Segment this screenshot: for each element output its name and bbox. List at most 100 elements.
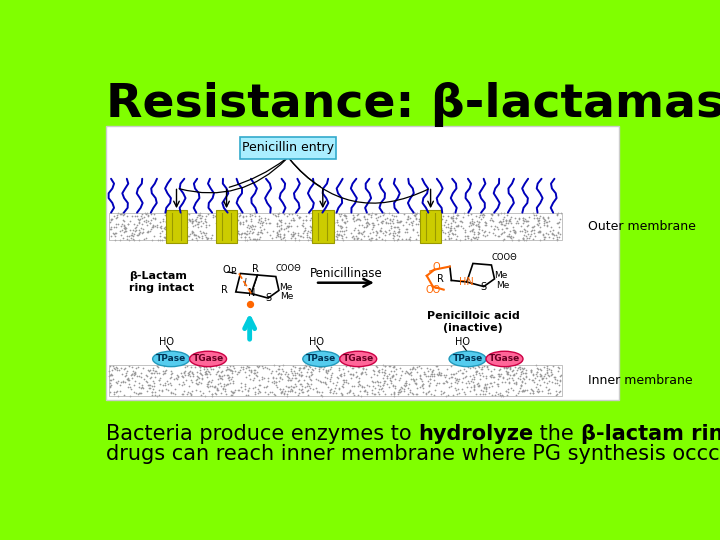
Point: [154, 380, 166, 388]
Point: [366, 233, 378, 242]
Point: [406, 371, 418, 380]
Point: [505, 384, 516, 393]
Point: [493, 372, 505, 380]
Point: [467, 370, 479, 379]
Point: [165, 215, 176, 224]
Point: [191, 379, 202, 388]
Point: [250, 222, 261, 231]
Point: [452, 384, 464, 393]
Point: [274, 377, 285, 386]
Point: [195, 391, 207, 400]
Point: [553, 363, 564, 372]
Point: [479, 227, 490, 235]
Point: [110, 214, 122, 222]
Point: [133, 235, 145, 244]
Point: [152, 235, 163, 244]
Point: [253, 362, 265, 370]
Point: [146, 382, 158, 391]
Point: [379, 361, 391, 370]
Point: [213, 363, 225, 372]
Point: [336, 227, 348, 236]
Bar: [109, 213, 562, 240]
Point: [183, 210, 194, 219]
Point: [505, 234, 517, 242]
Point: [536, 375, 548, 383]
Point: [414, 370, 426, 379]
Point: [293, 236, 305, 245]
Point: [450, 214, 462, 222]
Point: [108, 388, 120, 397]
Point: [178, 389, 189, 398]
Point: [109, 365, 120, 374]
Point: [405, 236, 416, 245]
Point: [145, 381, 156, 389]
Point: [464, 218, 475, 226]
Point: [130, 223, 141, 232]
Point: [303, 362, 315, 371]
Point: [325, 363, 337, 372]
Point: [107, 371, 118, 380]
Point: [218, 370, 230, 379]
Point: [516, 387, 528, 395]
Point: [438, 228, 449, 237]
Point: [149, 388, 161, 397]
Point: [333, 229, 344, 238]
Point: [325, 374, 336, 383]
Point: [253, 216, 265, 225]
Point: [229, 367, 240, 375]
Point: [531, 372, 543, 381]
Point: [369, 389, 380, 398]
Point: [410, 214, 422, 223]
Point: [464, 387, 476, 395]
Point: [253, 389, 264, 397]
Point: [482, 363, 493, 372]
Point: [428, 376, 440, 384]
Point: [495, 218, 506, 226]
Point: [274, 226, 285, 235]
Point: [534, 228, 545, 237]
Point: [422, 372, 433, 381]
Point: [272, 212, 284, 220]
Point: [154, 218, 166, 226]
Point: [351, 372, 363, 381]
Point: [297, 388, 309, 396]
Point: [189, 363, 201, 372]
Point: [339, 219, 351, 227]
Point: [492, 390, 504, 399]
Point: [343, 370, 355, 379]
Point: [285, 367, 297, 376]
Point: [199, 217, 211, 226]
Point: [243, 366, 255, 375]
Point: [393, 218, 405, 227]
Point: [470, 232, 482, 241]
Point: [204, 378, 216, 387]
Point: [156, 235, 168, 244]
Point: [224, 373, 235, 381]
Point: [141, 371, 153, 380]
Point: [549, 373, 561, 382]
Point: [460, 361, 472, 369]
Point: [274, 226, 285, 234]
Point: [384, 377, 396, 386]
Point: [160, 218, 171, 227]
Point: [428, 226, 439, 234]
Point: [173, 228, 184, 237]
Point: [276, 224, 287, 233]
Point: [472, 228, 484, 237]
Point: [234, 211, 246, 219]
Point: [156, 386, 168, 395]
Point: [314, 215, 325, 224]
Point: [213, 372, 225, 380]
Point: [264, 388, 276, 396]
Point: [521, 217, 532, 225]
Point: [124, 361, 135, 370]
Point: [485, 372, 496, 380]
Point: [445, 224, 456, 232]
Point: [392, 227, 404, 236]
Point: [299, 224, 310, 232]
Point: [388, 226, 400, 235]
Point: [189, 231, 201, 240]
Point: [516, 368, 527, 376]
Point: [518, 386, 529, 395]
Point: [240, 362, 252, 370]
